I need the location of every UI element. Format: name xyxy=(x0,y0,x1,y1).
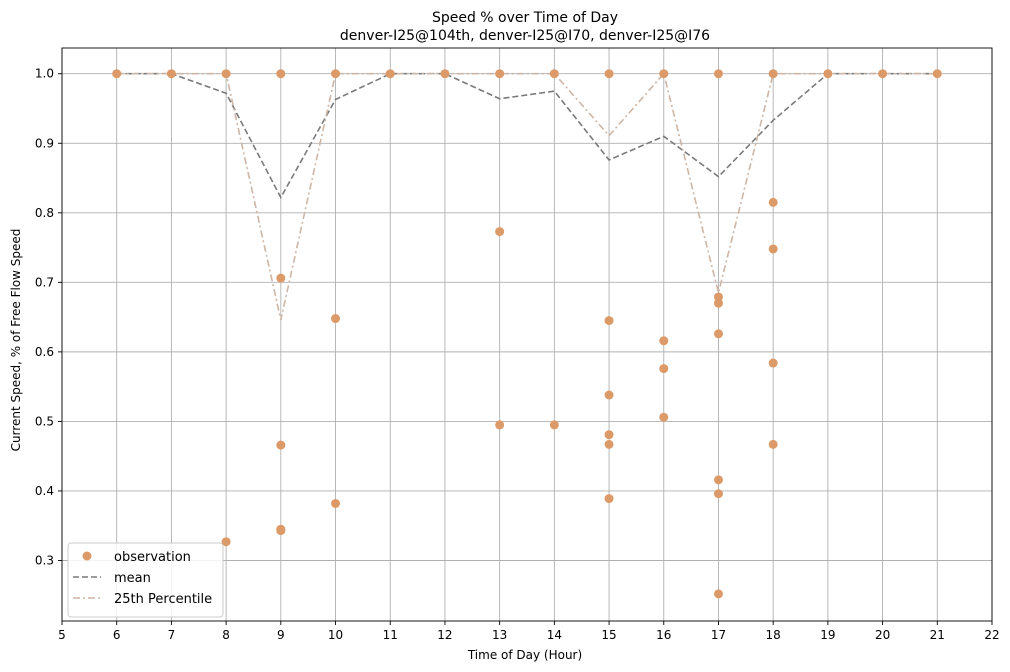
y-tick-label: 0.8 xyxy=(35,206,54,220)
observation-point xyxy=(713,69,723,79)
observation-point xyxy=(768,358,778,368)
y-tick-label: 0.3 xyxy=(35,554,54,568)
x-tick-label: 16 xyxy=(656,628,671,642)
x-tick-label: 14 xyxy=(547,628,562,642)
observation-point xyxy=(604,390,614,400)
legend-p25-label: 25th Percentile xyxy=(114,592,212,607)
observation-point xyxy=(659,336,669,346)
observation-points xyxy=(112,69,942,599)
x-tick-label: 8 xyxy=(222,628,230,642)
x-tick-label: 13 xyxy=(492,628,507,642)
observation-point xyxy=(604,430,614,440)
chart-subtitle: denver-I25@104th, denver-I25@I70, denver… xyxy=(340,28,710,44)
mean-line xyxy=(116,72,938,200)
observation-point xyxy=(713,292,723,302)
x-axis-label: Time of Day (Hour) xyxy=(467,648,582,662)
y-tick-label: 0.4 xyxy=(35,484,54,498)
observation-point xyxy=(276,273,286,283)
legend: observation mean 25th Percentile xyxy=(67,542,224,618)
observation-point xyxy=(604,69,614,79)
observation-point xyxy=(166,69,176,79)
observation-point xyxy=(768,69,778,79)
observation-point xyxy=(495,420,505,430)
x-tick-label: 5 xyxy=(58,628,66,642)
chart-title: Speed % over Time of Day xyxy=(432,10,618,26)
observation-point xyxy=(604,439,614,449)
observation-point xyxy=(768,439,778,449)
x-tick-label: 15 xyxy=(601,628,616,642)
observation-point xyxy=(549,420,559,430)
observation-point xyxy=(878,69,888,79)
observation-point xyxy=(221,537,231,547)
axes: 5 6 7 8 9 10 11 12 13 14 15 16 17 18 19 20 21 22 0.3 0.4 0.5… xyxy=(35,47,1000,642)
y-tick-label: 1.0 xyxy=(35,67,54,81)
observation-point xyxy=(713,589,723,599)
observation-point xyxy=(932,69,942,79)
observation-point xyxy=(331,69,341,79)
observation-point xyxy=(604,316,614,326)
x-tick-label: 6 xyxy=(113,628,121,642)
legend-mean-label: mean xyxy=(114,571,151,586)
y-tick-label: 0.6 xyxy=(35,345,54,359)
x-tick-label: 12 xyxy=(437,628,452,642)
observation-point xyxy=(768,244,778,254)
y-axis-label: Current Speed, % of Free Flow Speed xyxy=(9,229,23,452)
plot-frame xyxy=(61,47,993,622)
observation-point xyxy=(713,475,723,485)
observation-point xyxy=(713,298,723,308)
observation-point xyxy=(659,69,669,79)
observation-point xyxy=(549,69,559,79)
observation-point xyxy=(331,498,341,508)
y-tick-label: 0.9 xyxy=(35,136,54,150)
series-lines xyxy=(116,72,938,321)
observation-point xyxy=(440,69,450,79)
legend-observation-label: observation xyxy=(114,550,191,565)
observation-point xyxy=(495,227,505,237)
observation-point xyxy=(604,494,614,504)
x-tick-label: 21 xyxy=(930,628,945,642)
legend-observation-marker xyxy=(82,551,92,561)
x-tick-label: 11 xyxy=(383,628,398,642)
observation-point xyxy=(385,69,395,79)
observation-point xyxy=(112,69,122,79)
x-tick-label: 22 xyxy=(984,628,999,642)
observation-point xyxy=(276,69,286,79)
x-tick-label: 10 xyxy=(328,628,343,642)
grid xyxy=(61,48,993,621)
x-tick-label: 20 xyxy=(875,628,890,642)
observation-point xyxy=(221,69,231,79)
observation-point xyxy=(713,489,723,499)
x-tick-label: 19 xyxy=(820,628,835,642)
x-tick-label: 9 xyxy=(277,628,285,642)
observation-point xyxy=(768,197,778,207)
observation-point xyxy=(276,440,286,450)
x-tick-label: 7 xyxy=(168,628,176,642)
legend-box xyxy=(67,542,224,618)
observation-point xyxy=(276,526,286,536)
p25-line xyxy=(116,72,938,321)
x-tick-label: 18 xyxy=(766,628,781,642)
observation-point xyxy=(495,69,505,79)
y-tick-label: 0.7 xyxy=(35,275,54,289)
observation-point xyxy=(659,364,669,374)
observation-point xyxy=(823,69,833,79)
y-tick-label: 0.5 xyxy=(35,414,54,428)
observation-point xyxy=(331,314,341,324)
observation-point xyxy=(713,329,723,339)
observation-point xyxy=(659,412,669,422)
x-tick-label: 17 xyxy=(711,628,726,642)
